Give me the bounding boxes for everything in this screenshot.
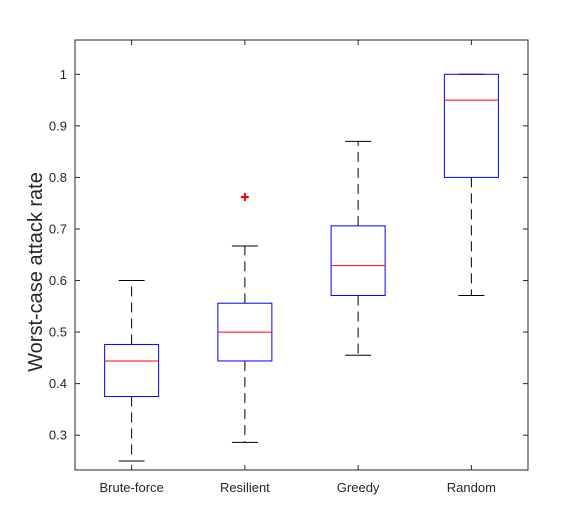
x-tick-label: Random bbox=[447, 480, 496, 495]
y-axis-title: Worst-case attack rate bbox=[25, 172, 47, 372]
y-tick-label: 0.6 bbox=[49, 273, 67, 288]
box-group bbox=[217, 192, 273, 443]
box-iqr bbox=[330, 225, 386, 296]
axes-frame bbox=[74, 39, 529, 471]
box-group bbox=[104, 280, 160, 462]
box-group bbox=[443, 73, 499, 296]
x-tick-label: Brute-force bbox=[99, 480, 163, 495]
y-tick-label: 0.4 bbox=[49, 376, 67, 391]
box-iqr bbox=[104, 343, 160, 398]
y-tick-label: 1 bbox=[60, 67, 67, 82]
y-tick-label: 0.3 bbox=[49, 428, 67, 443]
plot-area: 0.3 0.4 0.5 0.6 0.7 0.8 0.9 1 Brute-force Resilie… bbox=[49, 39, 529, 495]
box-iqr bbox=[443, 73, 499, 178]
x-tick-label: Resilient bbox=[220, 480, 270, 495]
y-tick-label: 0.8 bbox=[49, 170, 67, 185]
y-tick-label: 0.7 bbox=[49, 221, 67, 236]
y-tick-label: 0.5 bbox=[49, 325, 67, 340]
y-tick-label: 0.9 bbox=[49, 118, 67, 133]
x-tick-label: Greedy bbox=[337, 480, 380, 495]
outlier-marker bbox=[240, 192, 249, 201]
box-group bbox=[330, 140, 386, 356]
